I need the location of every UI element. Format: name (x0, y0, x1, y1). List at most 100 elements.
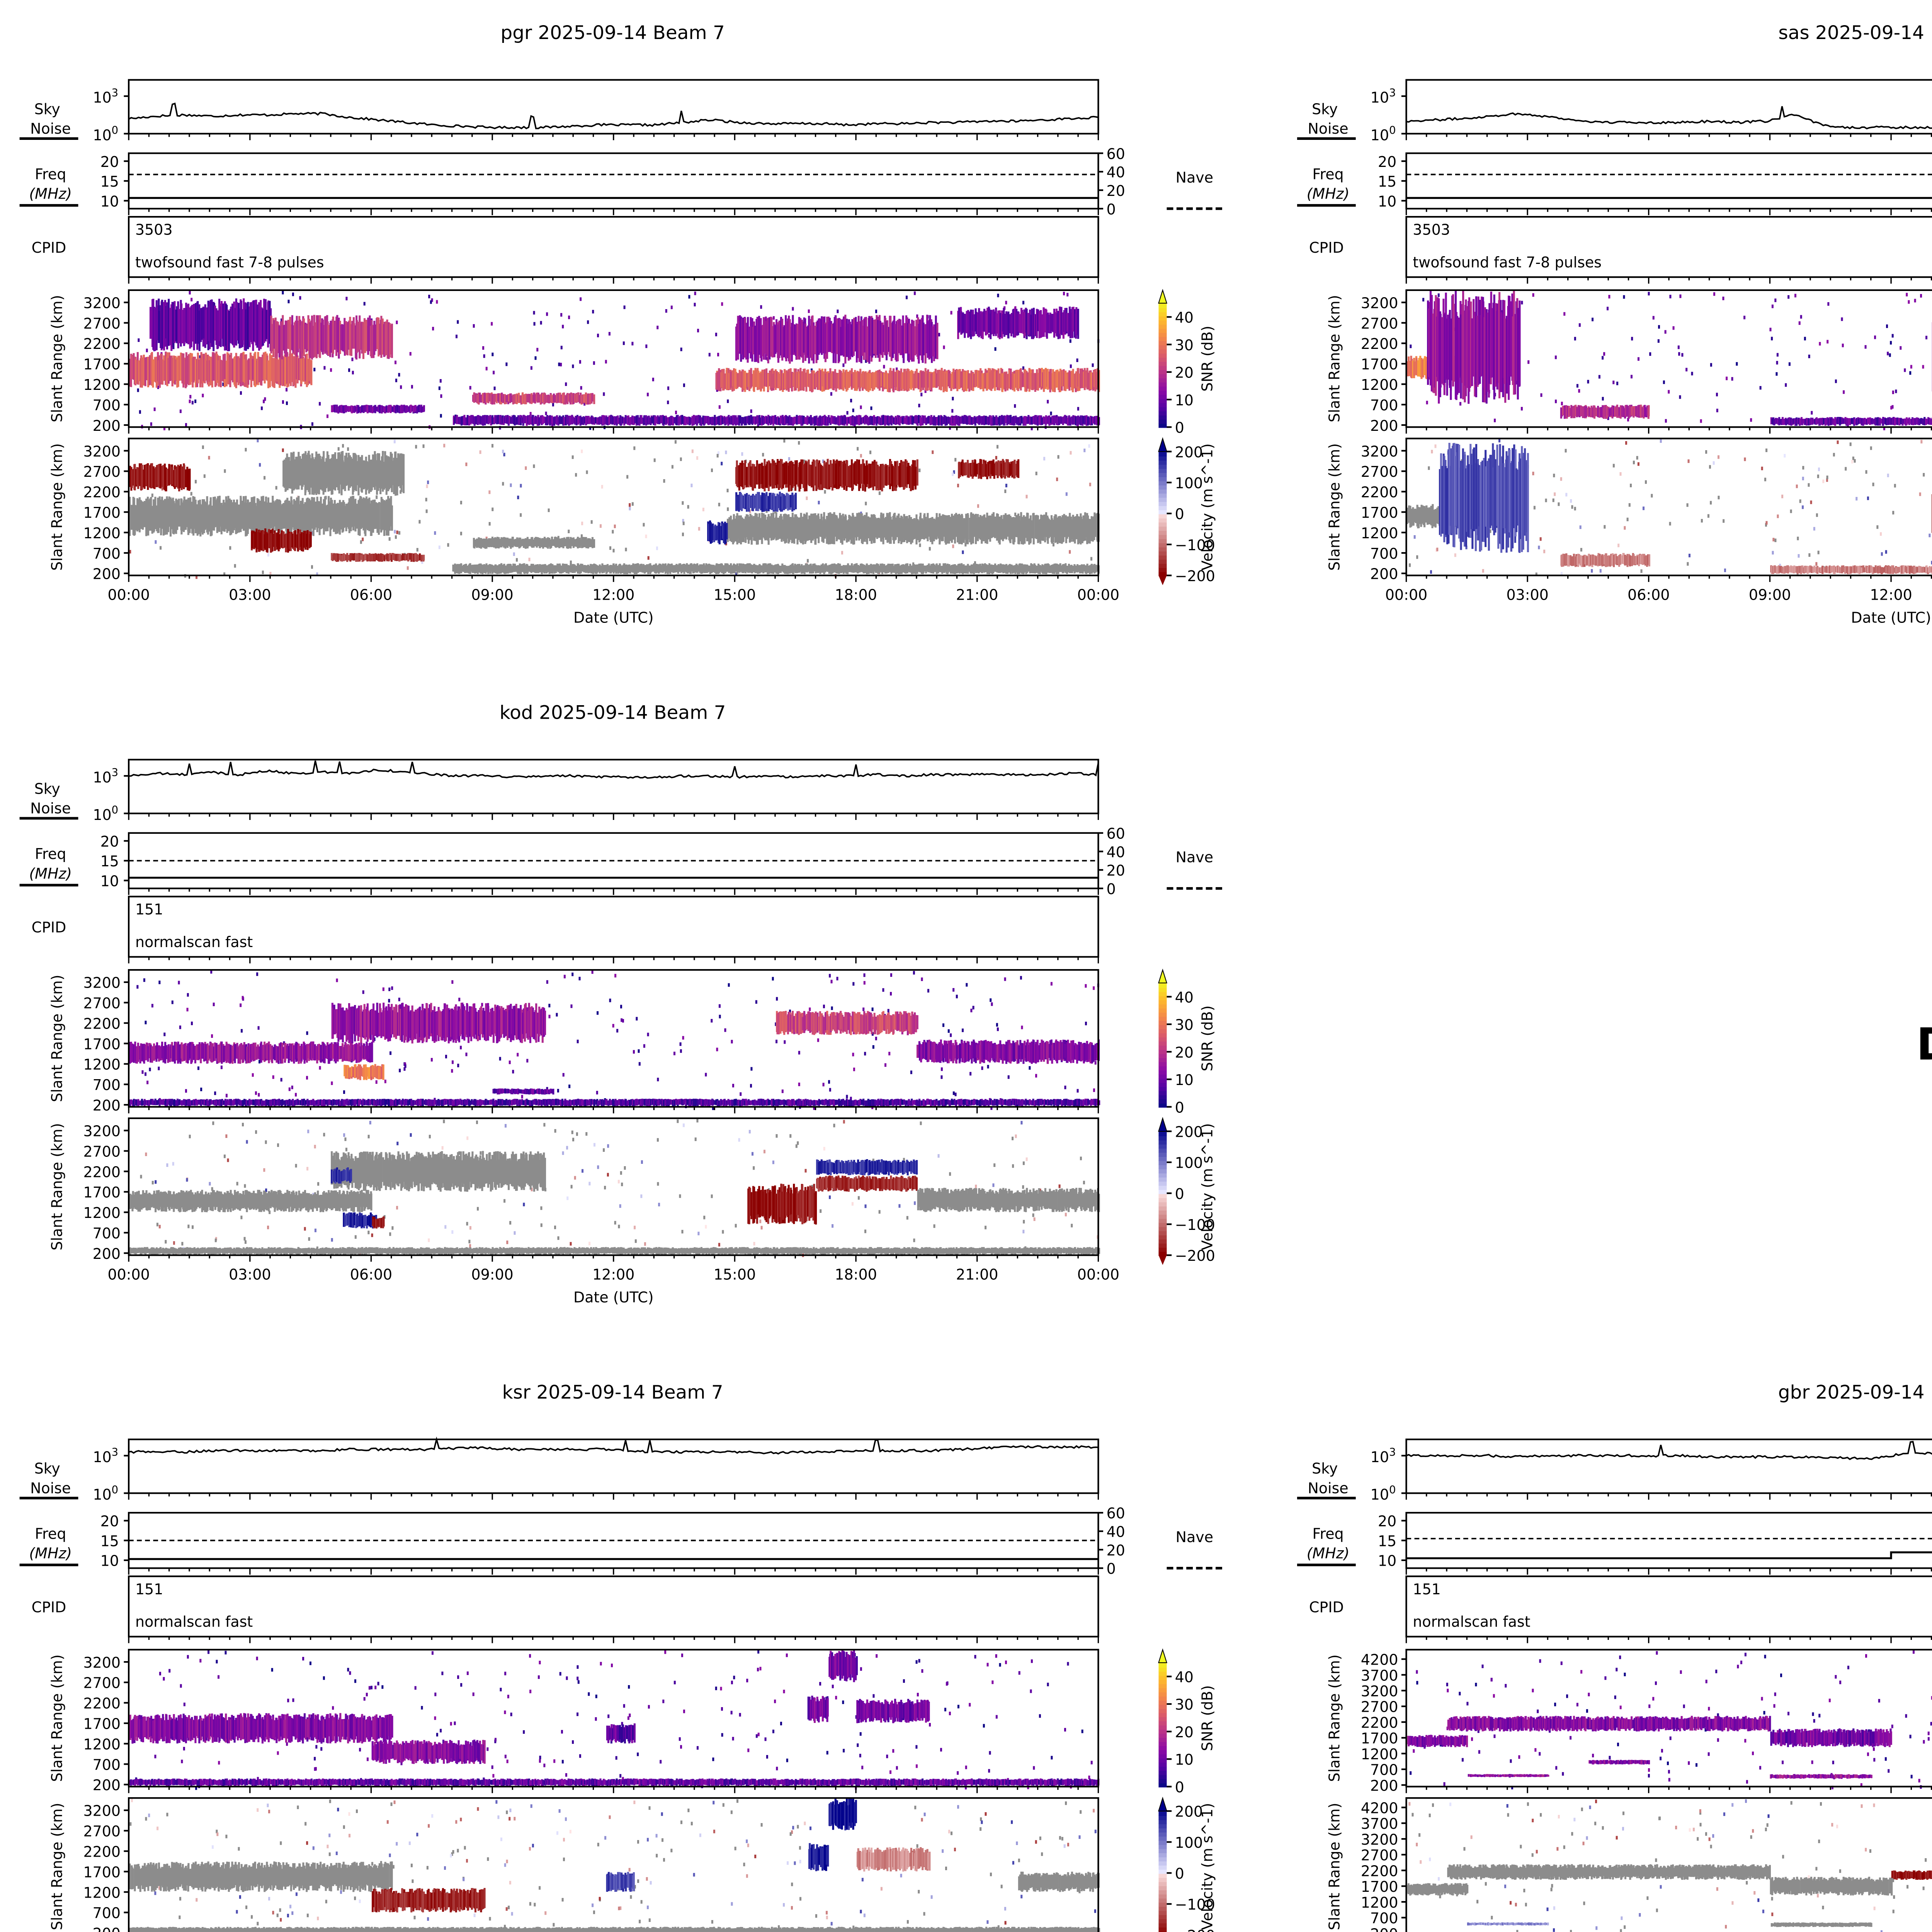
scatter-cell (808, 309, 810, 313)
data-cell (1072, 415, 1075, 425)
scatter-cell (425, 509, 428, 513)
data-cell (149, 465, 151, 488)
data-cell (842, 417, 844, 425)
data-cell (909, 324, 912, 360)
data-cell (776, 493, 779, 512)
data-cell (742, 563, 744, 573)
data-cell (488, 393, 491, 402)
data-cell (794, 417, 797, 424)
data-cell (898, 371, 900, 391)
data-cell (783, 325, 786, 357)
data-cell (266, 533, 269, 553)
data-cell (389, 323, 391, 358)
scatter-cell (741, 452, 743, 456)
data-cell (502, 394, 504, 403)
data-cell (349, 316, 351, 355)
data-cell (845, 369, 848, 392)
data-cell (341, 555, 343, 562)
data-cell (169, 355, 171, 381)
data-cell (754, 325, 756, 362)
data-cell (385, 554, 387, 560)
scatter-cell (534, 356, 537, 360)
data-cell (514, 563, 516, 572)
data-cell (535, 537, 537, 546)
data-cell (599, 565, 602, 572)
data-cell (802, 517, 804, 545)
data-cell (341, 324, 343, 350)
data-cell (801, 372, 804, 391)
data-cell (838, 416, 841, 425)
data-cell (872, 464, 874, 490)
data-cell (189, 307, 191, 349)
data-cell (763, 417, 766, 424)
data-cell (198, 359, 200, 380)
data-cell (840, 327, 842, 356)
data-cell (709, 417, 712, 425)
freq-unit-label: (MHz) (29, 185, 72, 202)
data-cell (858, 325, 861, 362)
data-cell (715, 526, 717, 541)
data-cell (903, 416, 905, 424)
data-cell (338, 454, 341, 485)
scatter-cell (918, 403, 920, 408)
data-cell (174, 503, 176, 533)
data-cell (493, 565, 495, 573)
data-cell (321, 456, 324, 491)
data-cell (929, 372, 931, 390)
data-cell (836, 565, 838, 574)
data-cell (1002, 314, 1004, 332)
data-cell (1041, 417, 1044, 425)
data-cell (463, 415, 466, 425)
data-cell (504, 565, 506, 574)
data-cell (155, 467, 157, 487)
scatter-cell (568, 529, 570, 534)
data-cell (380, 316, 383, 358)
data-cell (885, 372, 888, 389)
data-cell (935, 563, 938, 574)
data-cell (151, 463, 153, 488)
data-cell (738, 415, 740, 426)
data-cell (151, 506, 153, 534)
data-cell (1080, 415, 1082, 425)
data-cell (761, 463, 763, 484)
data-cell (490, 538, 492, 547)
data-cell (813, 563, 816, 571)
data-cell (245, 309, 247, 351)
data-cell (1072, 566, 1075, 571)
scatter-cell (190, 298, 193, 302)
data-cell (856, 324, 859, 358)
data-cell (260, 300, 262, 349)
data-cell (385, 455, 388, 495)
data-cell (205, 352, 207, 381)
data-cell (262, 354, 264, 381)
data-cell (956, 370, 959, 391)
data-cell (519, 539, 522, 547)
data-cell (510, 395, 513, 402)
data-cell (621, 417, 624, 424)
scatter-cell (929, 547, 931, 551)
scatter-cell (560, 313, 563, 317)
data-cell (884, 517, 887, 540)
scatter-cell (505, 362, 508, 366)
scatter-cell (299, 296, 301, 300)
data-cell (459, 417, 461, 425)
scatter-cell (416, 548, 418, 552)
data-cell (393, 553, 395, 560)
data-cell (176, 500, 179, 530)
data-cell (293, 325, 295, 352)
colorbar-segment (1158, 398, 1167, 403)
data-cell (544, 416, 546, 423)
data-cell (957, 564, 959, 573)
data-cell (1050, 314, 1052, 333)
data-cell (359, 553, 361, 562)
data-cell (844, 463, 847, 486)
data-cell (214, 305, 216, 341)
data-cell (745, 514, 748, 537)
scatter-cell (330, 368, 332, 372)
data-cell (357, 500, 360, 535)
data-cell (869, 416, 872, 425)
data-cell (519, 395, 521, 403)
data-cell (176, 357, 179, 388)
data-cell (199, 358, 201, 388)
scatter-cell (806, 496, 808, 500)
